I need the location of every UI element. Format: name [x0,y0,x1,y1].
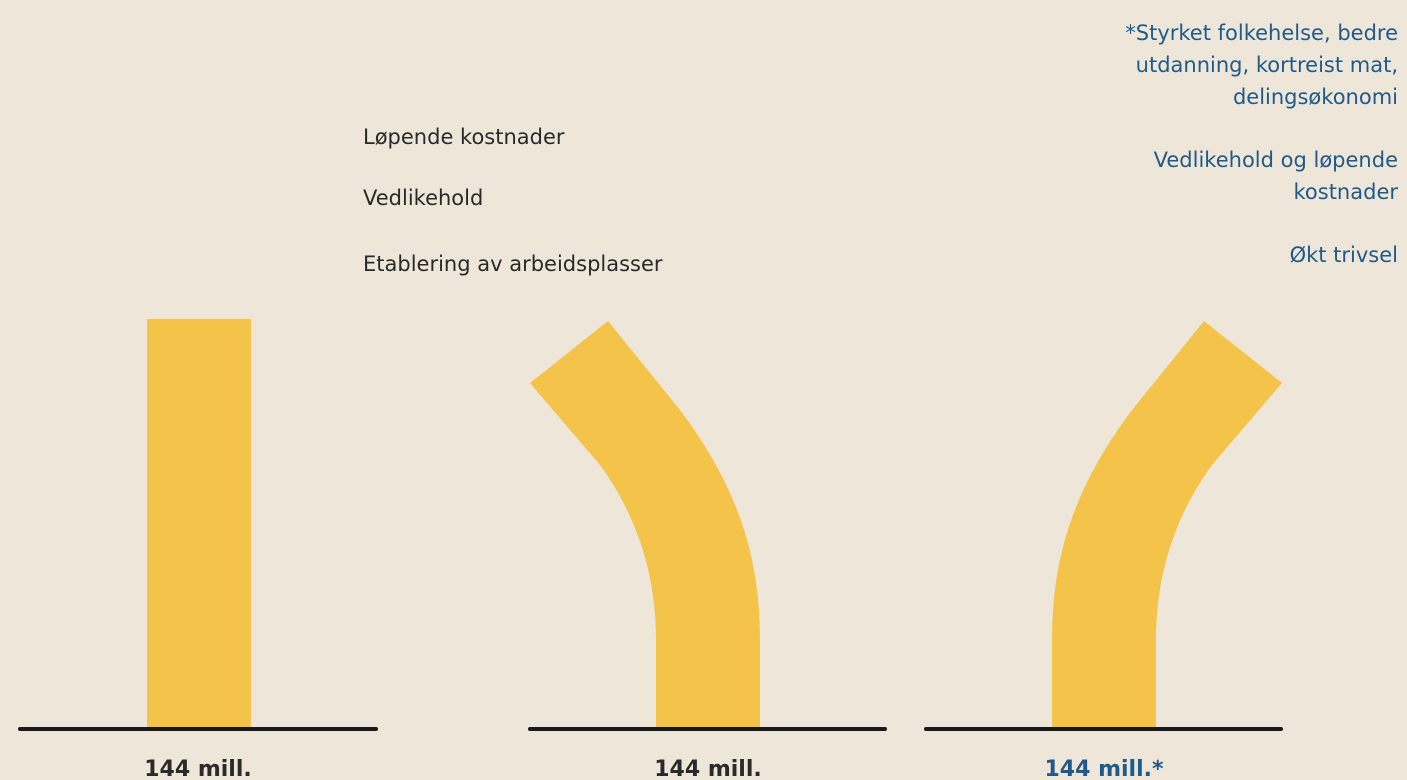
note-line: kostnader [1294,180,1399,204]
legend-item: Løpende kostnader [363,125,565,149]
column-label: 144 mill.* [1045,757,1164,780]
column-label: 144 mill. [654,757,762,780]
note-line: utdanning, kortreist mat, [1136,53,1398,77]
note-line: delingsøkonomi [1233,85,1398,109]
legend-item: Etablering av arbeidsplasser [363,252,663,276]
notes: *Styrket folkehelse, bedre utdanning, ko… [1125,21,1398,267]
straight-bar [147,319,251,728]
bent-bar-left [530,321,760,728]
note-line: *Styrket folkehelse, bedre [1125,21,1398,45]
note-line: Økt trivsel [1290,243,1398,267]
column-label: 144 mill. [144,757,252,780]
bent-bar-right [1052,321,1282,728]
note-line: Vedlikehold og løpende [1154,148,1398,172]
legend-item: Vedlikehold [363,186,483,210]
